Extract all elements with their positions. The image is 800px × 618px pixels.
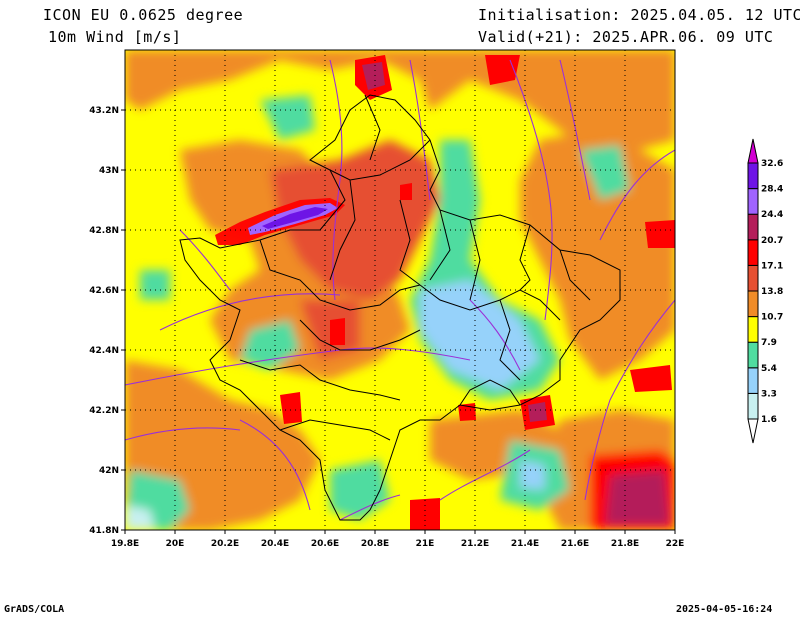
x-tick-label: 20.4E — [261, 539, 289, 549]
border-lines — [179, 94, 621, 521]
valid-time: Valid(+21): 2025.APR.06. 09 UTC — [478, 28, 774, 46]
y-tick-label: 42.4N — [89, 346, 119, 356]
x-tick-label: 21E — [416, 539, 435, 549]
x-tick-label: 19.8E — [111, 539, 139, 549]
colorbar-bin — [747, 239, 759, 266]
x-tick-label: 22E — [666, 539, 685, 549]
colorbar-label: 32.6 — [761, 159, 783, 169]
colorbar-bin — [747, 162, 759, 190]
y-tick-label: 43N — [99, 166, 119, 176]
colorbar-label: 7.9 — [761, 338, 777, 348]
grid-lines — [125, 50, 675, 530]
x-tick-label: 21.8E — [611, 539, 639, 549]
y-tick-label: 42N — [99, 466, 119, 476]
colorbar-label: 17.1 — [761, 261, 783, 271]
colorbar-bin — [747, 264, 759, 292]
colorbar: 1.6 3.3 5.4 7.9 10.7 13.8 17.1 20.7 24.4 28.4 32.6 — [747, 138, 783, 444]
colorbar-bin — [747, 341, 759, 369]
colorbar-bin — [747, 392, 759, 420]
axis-ticks: 19.8E 20E 20.2E 20.4E 20.6E 20.8E 21E 21.2E 21.4… — [89, 106, 684, 549]
colorbar-label: 13.8 — [761, 287, 783, 297]
colorbar-label: 10.7 — [761, 313, 783, 323]
footer-right: 2025-04-05-16:24 — [676, 604, 773, 615]
y-tick-label: 42.8N — [89, 226, 119, 236]
colorbar-label: 3.3 — [761, 389, 777, 399]
y-tick-label: 43.2N — [89, 106, 119, 116]
x-tick-label: 20.8E — [361, 539, 389, 549]
x-tick-label: 20E — [166, 539, 185, 549]
variable-title: 10m Wind [m/s] — [48, 28, 182, 46]
y-tick-label: 42.2N — [89, 406, 119, 416]
colorbar-bin — [747, 138, 759, 164]
init-time: Initialisation: 2025.04.05. 12 UTC — [478, 6, 800, 24]
colorbar-label: 5.4 — [761, 364, 777, 374]
colorbar-label: 24.4 — [761, 210, 783, 220]
colorbar-label: 28.4 — [761, 185, 783, 195]
colorbar-bin — [747, 188, 759, 215]
colorbar-label: 1.6 — [761, 415, 777, 425]
x-tick-label: 21.6E — [561, 539, 589, 549]
x-tick-label: 20.6E — [311, 539, 339, 549]
colorbar-label: 20.7 — [761, 236, 783, 246]
footer-left: GrADS/COLA — [4, 604, 65, 615]
x-tick-label: 21.4E — [511, 539, 539, 549]
y-tick-label: 42.6N — [89, 286, 119, 296]
colorbar-bin — [747, 290, 759, 318]
y-tick-label: 41.8N — [89, 526, 119, 536]
colorbar-bin — [747, 316, 759, 343]
colorbar-bin — [747, 367, 759, 394]
colorbar-bin — [747, 418, 759, 444]
x-tick-label: 20.2E — [211, 539, 239, 549]
colorbar-bin — [747, 213, 759, 241]
streamlines — [125, 59, 675, 521]
x-tick-label: 21.2E — [461, 539, 489, 549]
model-title: ICON EU 0.0625 degree — [43, 6, 244, 24]
